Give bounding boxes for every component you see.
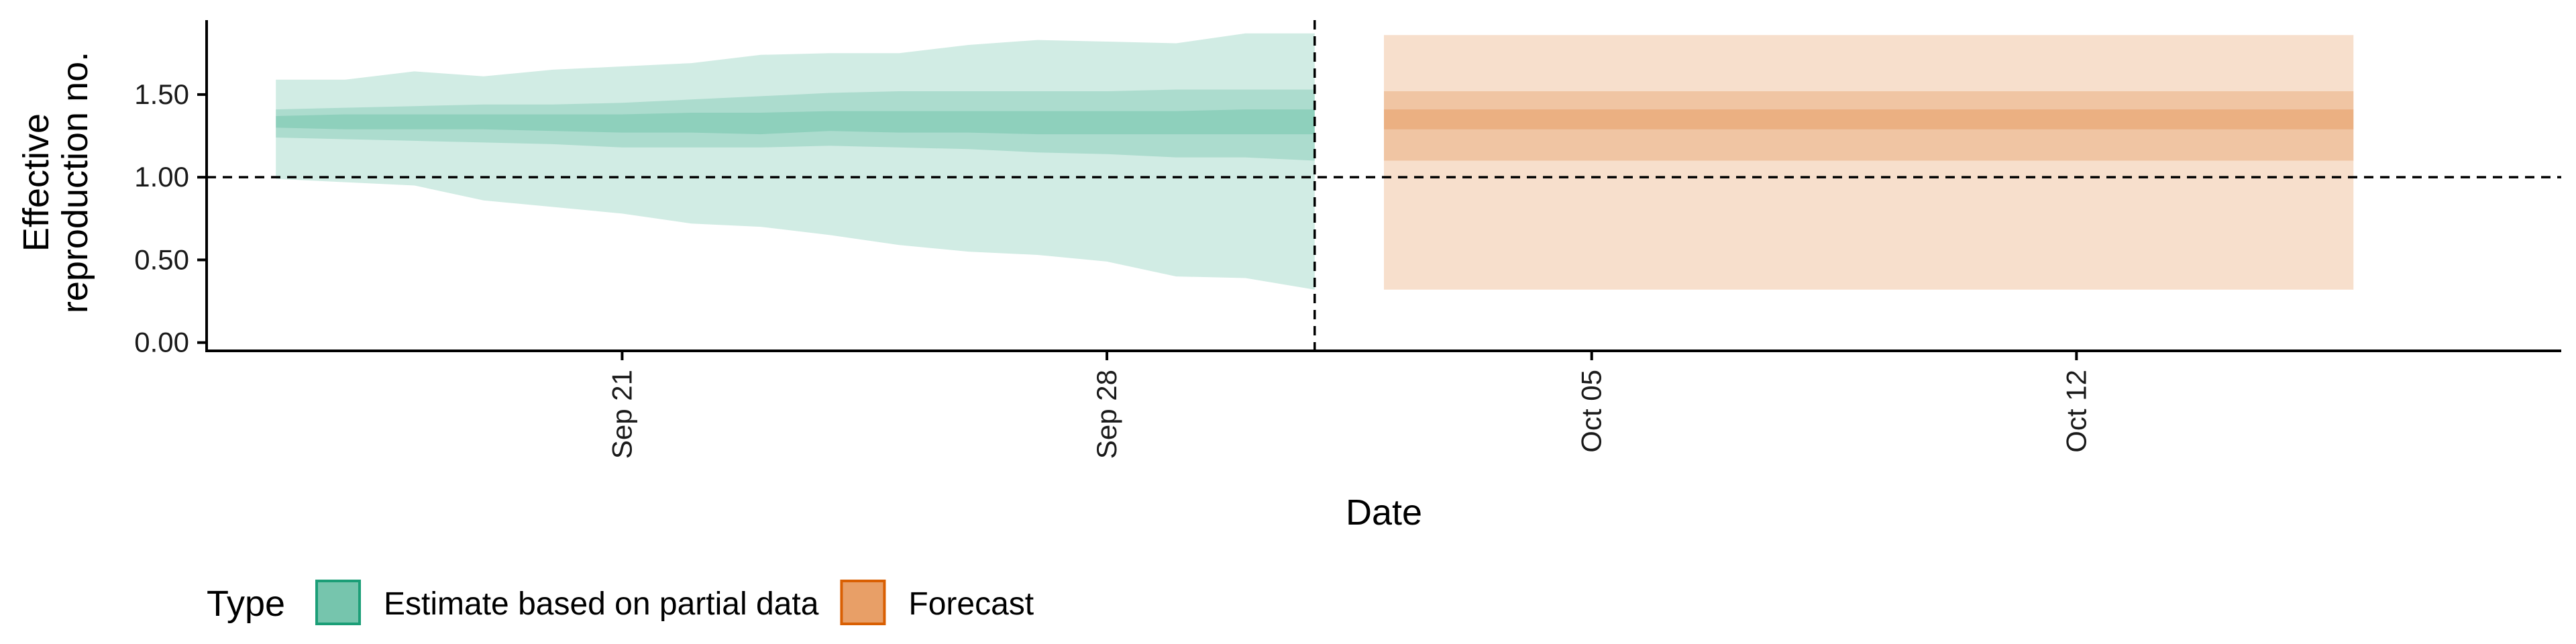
y-tick-label: 0.00 xyxy=(134,327,189,358)
x-tick-label: Oct 12 xyxy=(2060,370,2092,453)
x-tick-label: Sep 21 xyxy=(606,370,637,459)
legend-label: Estimate based on partial data xyxy=(384,586,819,622)
legend-label: Forecast xyxy=(908,586,1034,622)
legend-item: Estimate based on partial data xyxy=(315,580,819,625)
y-tick-label: 1.00 xyxy=(134,161,189,193)
reference-lines xyxy=(207,20,2561,351)
ci-band-90-0 xyxy=(276,33,1315,290)
series-1 xyxy=(1384,35,2354,290)
y-axis-title-line: reproduction no. xyxy=(55,52,95,313)
y-axis-title: Effectivereproduction no. xyxy=(16,52,95,313)
x-axis-title: Date xyxy=(1346,492,1422,533)
legend-title: Type xyxy=(207,584,285,624)
y-tick-label: 1.50 xyxy=(134,78,189,110)
x-tick-label: Oct 05 xyxy=(1576,370,1607,453)
legend-key-swatch xyxy=(315,580,361,625)
y-axis-title-line: Effective xyxy=(16,113,56,252)
ci-band-90-1 xyxy=(1384,35,2354,290)
ci-band-20-1 xyxy=(1384,109,2354,129)
x-tick-label: Sep 28 xyxy=(1091,370,1122,459)
series-0 xyxy=(276,33,1315,290)
axes: 0.00 0.50 1.00 1.50 Sep 21 Sep 28 Oct 05 Oct 12… xyxy=(16,20,2561,533)
legend-key-swatch xyxy=(840,580,886,625)
ci-band-50-1 xyxy=(1384,91,2354,161)
legend-item: Forecast xyxy=(840,580,1034,625)
y-tick-label: 0.50 xyxy=(134,244,189,275)
ci-band-20-0 xyxy=(276,109,1315,135)
ribbon-bands xyxy=(276,33,2354,290)
legend: Type Estimate based on partial data Foreca… xyxy=(207,580,1034,625)
ci-band-50-0 xyxy=(276,89,1315,161)
